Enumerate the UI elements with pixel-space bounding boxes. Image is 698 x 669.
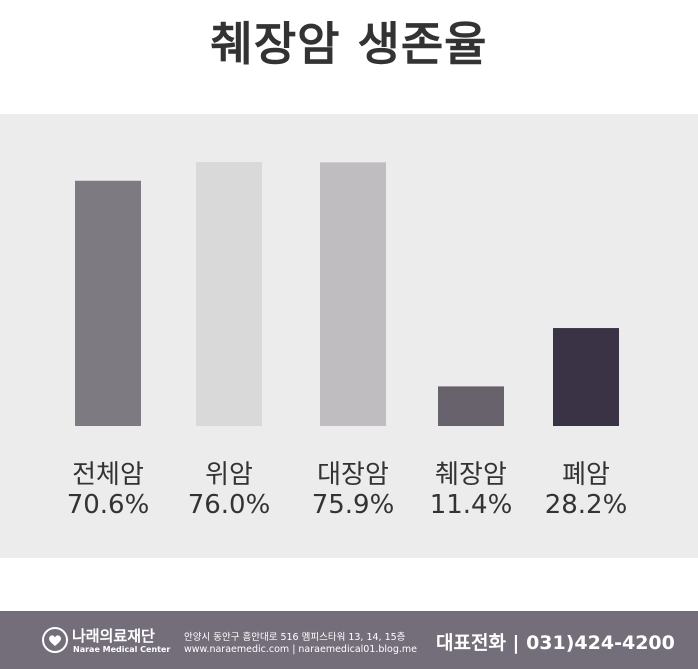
- bar-4: [553, 328, 619, 426]
- chart-panel: 전체암 70.6% 위암 76.0% 대장암 75.9% 췌장암 11.4% 폐암 28.2%: [0, 114, 698, 558]
- category-label: 대장암: [317, 460, 389, 490]
- category-label: 폐암: [562, 460, 610, 490]
- category-label: 췌장암: [435, 460, 507, 490]
- value-label: 75.9%: [311, 490, 395, 520]
- value-label: 28.2%: [544, 490, 628, 520]
- bar-chart: [75, 162, 619, 427]
- org-name-en: Narae Medical Center: [73, 645, 171, 654]
- bar-2: [320, 162, 386, 427]
- bar-3: [438, 386, 504, 426]
- phone-number: 대표전화 | 031)424-4200: [436, 632, 675, 654]
- bar-0: [75, 180, 141, 426]
- address-text: 안양시 동안구 흥안대로 516 멤피스타워 13, 14, 15층: [184, 632, 406, 643]
- category-label: 위암: [205, 460, 253, 490]
- value-label: 11.4%: [429, 490, 513, 520]
- chart-title: 췌장암 생존율: [210, 17, 488, 71]
- bar-1: [196, 162, 262, 426]
- value-label: 76.0%: [187, 490, 271, 520]
- value-label: 70.6%: [66, 490, 150, 520]
- heart-logo-icon: [42, 627, 68, 653]
- footer-bar: 나래의료재단 Narae Medical Center 안양시 동안구 흥안대로…: [0, 611, 698, 669]
- org-name: 나래의료재단: [72, 627, 155, 645]
- category-label: 전체암: [72, 460, 144, 490]
- website-links[interactable]: www.naraemedic.com | naraemedical01.blog…: [184, 644, 418, 655]
